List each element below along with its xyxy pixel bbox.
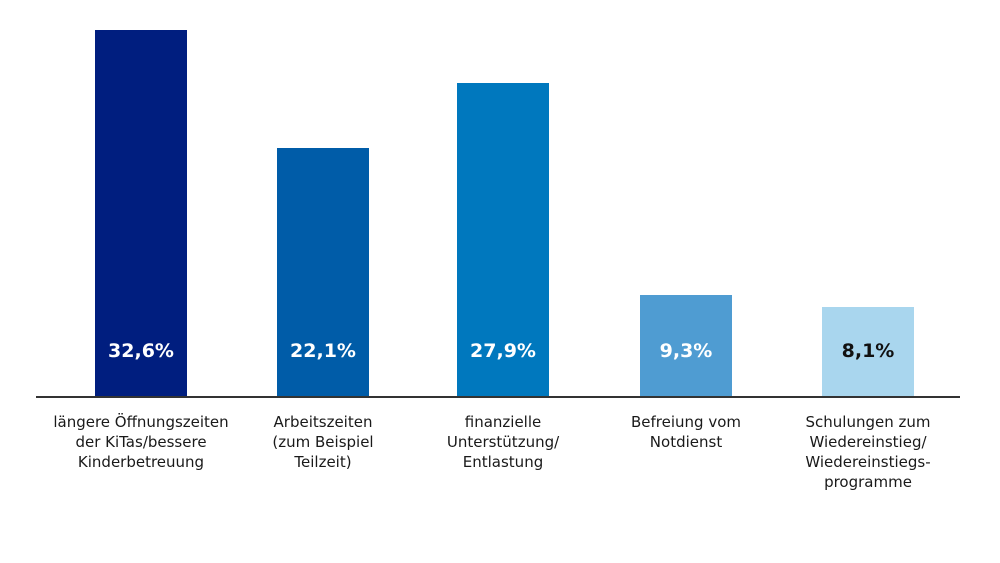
data-label: 32,6% — [108, 340, 174, 362]
x-tick-label: Schulungen zum Wiedereinstieg/ Wiederein… — [805, 413, 931, 491]
bar — [457, 83, 549, 396]
x-tick-label: Befreiung vom Notdienst — [630, 413, 741, 451]
bar — [277, 148, 369, 396]
data-label: 8,1% — [842, 340, 895, 362]
bar — [640, 295, 732, 396]
x-tick-label: Arbeitszeiten (zum Beispiel Teilzeit) — [272, 413, 374, 471]
x-tick-label: finanzielle Unterstützung/ Entlastung — [446, 413, 560, 471]
x-tick-label: längere Öffnungszeiten der KiTas/bessere… — [53, 413, 229, 471]
bar — [822, 307, 914, 396]
bar — [95, 30, 187, 396]
data-label: 22,1% — [290, 340, 356, 362]
data-label: 9,3% — [660, 340, 713, 362]
data-label: 27,9% — [470, 340, 536, 362]
